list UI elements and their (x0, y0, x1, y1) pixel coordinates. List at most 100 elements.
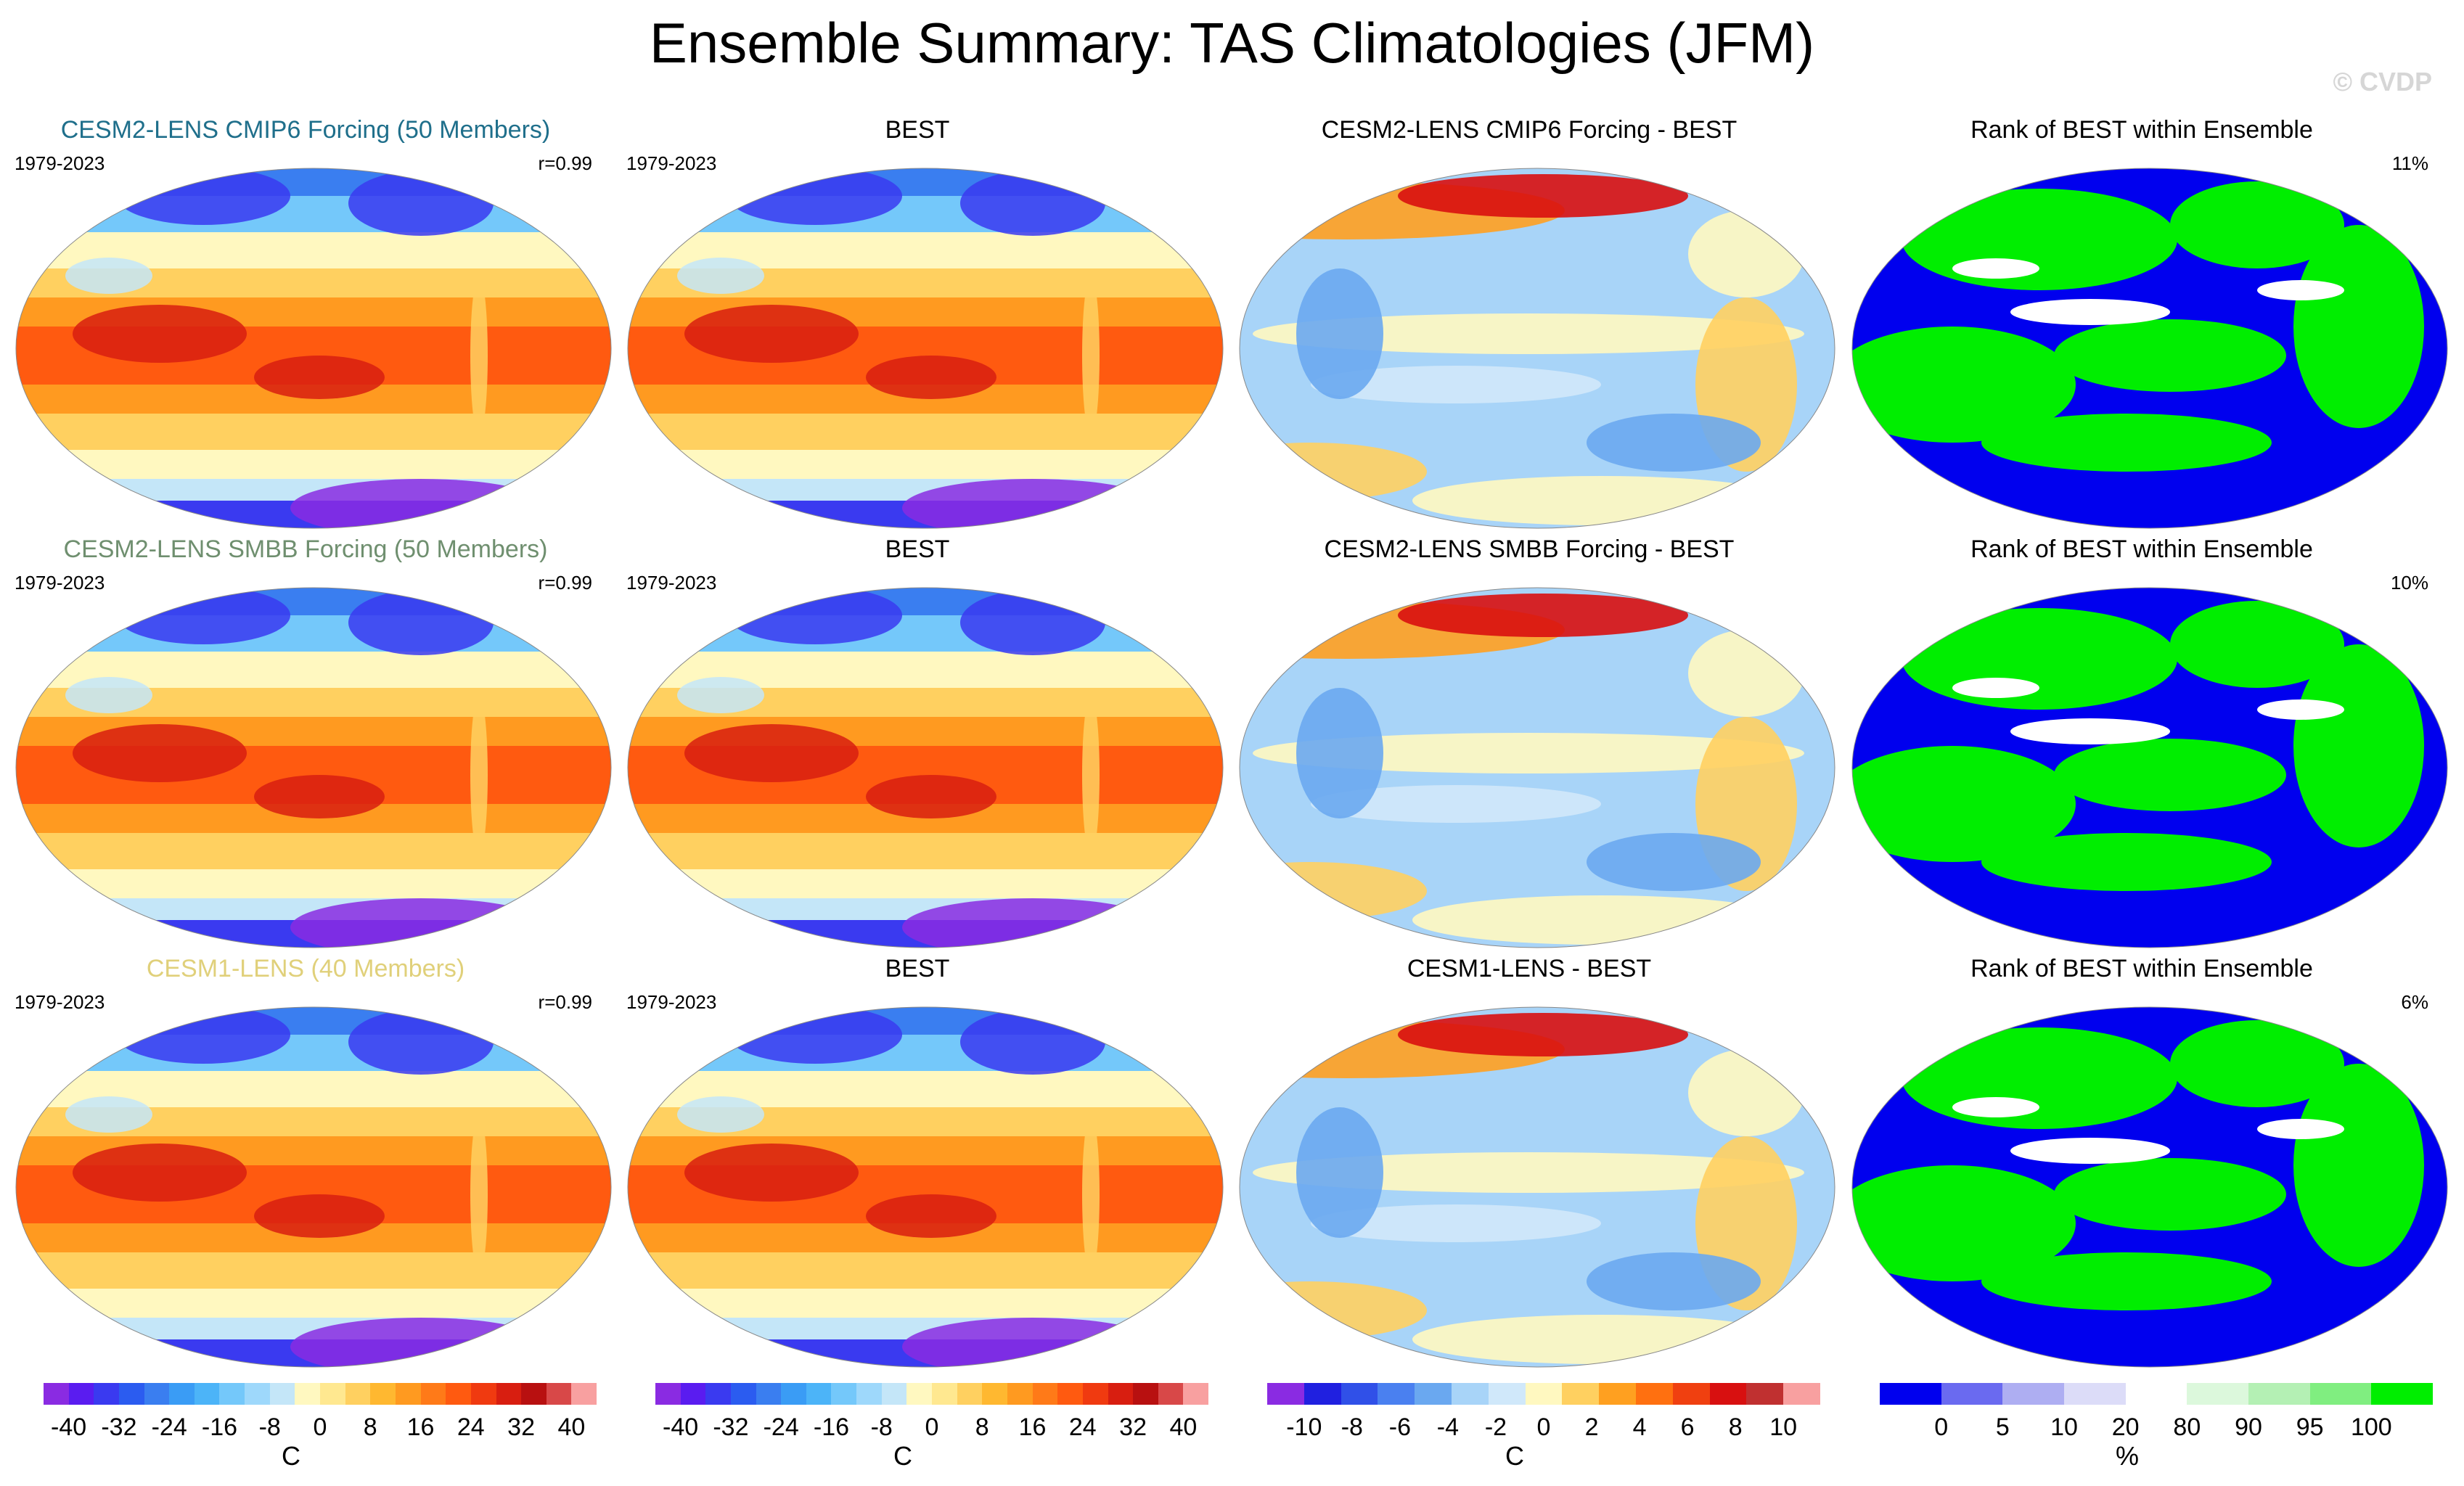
colorbar-tick-label: -24 (763, 1413, 799, 1441)
map-feature (1398, 174, 1688, 218)
colorbar-swatch (194, 1383, 220, 1405)
colorbar-swatch (245, 1383, 270, 1405)
map-feature (866, 1194, 996, 1238)
colorbar-swatch (446, 1383, 471, 1405)
map-feature (1253, 1152, 1804, 1193)
map-band (16, 1035, 611, 1071)
colorbar-tick-label: -2 (1484, 1413, 1507, 1441)
colorbar-swatch (44, 1383, 69, 1405)
colorbar-tick-label: 90 (2235, 1413, 2262, 1441)
colorbar-strip (44, 1383, 597, 1405)
map-feature (1902, 1027, 2177, 1129)
map-feature (2170, 601, 2344, 688)
panel-r2-rank: Rank of BEST within Ensemble 10% (1836, 535, 2448, 948)
colorbar-strip (655, 1383, 1209, 1405)
colorbar-swatch (1746, 1383, 1784, 1405)
colorbar-swatch (1488, 1383, 1526, 1405)
colorbar-swatch (2064, 1383, 2126, 1405)
panel-title: BEST (885, 955, 950, 982)
map-feature (1852, 327, 2076, 443)
colorbar-swatch (982, 1383, 1007, 1405)
map-feature (2170, 181, 2344, 268)
map-feature (2010, 718, 2170, 744)
map-band (628, 196, 1223, 232)
map-feature (1852, 746, 2076, 862)
colorbar-swatch (856, 1383, 882, 1405)
map-feature (728, 588, 902, 644)
colorbar-swatch (906, 1383, 933, 1405)
colorbar-swatch (1672, 1383, 1710, 1405)
map-feature (254, 775, 385, 818)
map-band (628, 1007, 1223, 1035)
panel-title: CESM1-LENS (40 Members) (146, 955, 465, 982)
map-band (628, 168, 1223, 196)
map-field (16, 1007, 611, 1367)
map-feature (2257, 280, 2344, 300)
map-band (16, 450, 611, 479)
colorbar-tick-label: 4 (1632, 1413, 1647, 1441)
panel-r1-obs: BEST 1979-2023 (612, 116, 1224, 529)
map-outline (1239, 1006, 1835, 1368)
panel-r3-rank: Rank of BEST within Ensemble 6% (1836, 955, 2448, 1368)
panel-r2-model: CESM2-LENS SMBB Forcing (50 Members) 197… (0, 535, 612, 948)
colorbar-tick-label: -4 (1436, 1413, 1460, 1441)
colorbar-tick-label: 0 (313, 1413, 327, 1441)
map-band (628, 833, 1223, 869)
colorbar-swatch (1880, 1383, 1941, 1405)
map-feature (1902, 608, 2177, 710)
panel-period: 1979-2023 (626, 152, 717, 174)
map-field (628, 168, 1223, 528)
map-band (16, 833, 611, 869)
colorbar-swatch (1525, 1383, 1563, 1405)
map-feature (116, 168, 290, 225)
map-feature (728, 1007, 902, 1064)
map-band (628, 1252, 1223, 1289)
map-outline (1851, 168, 2448, 529)
map-r1-diff (1239, 168, 1835, 529)
map-band (16, 1007, 611, 1035)
colorbar-swatch (1133, 1383, 1158, 1405)
colorbar-tick-label: 16 (406, 1413, 435, 1441)
map-band (628, 414, 1223, 450)
map-feature (2010, 299, 2170, 325)
map-r1-rank (1851, 168, 2448, 529)
colorbar-swatch (1057, 1383, 1083, 1405)
map-field (1240, 588, 1835, 948)
colorbar-swatch (521, 1383, 547, 1405)
map-feature (1981, 833, 2272, 891)
colorbar-swatch (496, 1383, 522, 1405)
colorbar-swatch (2309, 1383, 2372, 1405)
colorbar-swatch (1635, 1383, 1673, 1405)
colorbar-swatch (219, 1383, 245, 1405)
map-feature (2170, 1020, 2344, 1107)
panel-title: Rank of BEST within Ensemble (1970, 116, 2313, 144)
colorbar-swatch (1032, 1383, 1058, 1405)
map-feature (1082, 1114, 1100, 1274)
colorbar-swatch (1415, 1383, 1452, 1405)
map-feature (65, 258, 152, 294)
colorbar-swatch (1562, 1383, 1600, 1405)
map-feature (470, 695, 488, 855)
colorbar-tick-label: -8 (870, 1413, 893, 1441)
map-band (628, 588, 1223, 615)
colorbar-tick-label: 0 (1934, 1413, 1949, 1441)
panel-r3-obs: BEST 1979-2023 (612, 955, 1224, 1368)
map-feature (65, 677, 152, 713)
panel-r1-diff: CESM2-LENS CMIP6 Forcing - BEST (1224, 116, 1835, 529)
panel-title: Rank of BEST within Ensemble (1970, 535, 2313, 563)
map-field (1852, 588, 2447, 948)
colorbar-difference: -10 -8 -6 -4 -2 0 2 4 6 8 10 C (1238, 1383, 1849, 1471)
panel-period: 1979-2023 (15, 152, 105, 174)
map-feature (1952, 678, 2039, 698)
map-field (628, 588, 1223, 948)
colorbar-swatch (680, 1383, 706, 1405)
map-feature (73, 1144, 247, 1202)
colorbar-swatch (655, 1383, 681, 1405)
map-feature (2293, 644, 2424, 847)
map-feature (2054, 1158, 2286, 1231)
map-feature (2293, 1064, 2424, 1267)
map-band (628, 450, 1223, 479)
colorbar-tick-label: 80 (2173, 1413, 2201, 1441)
colorbar-strip (1880, 1383, 2434, 1405)
map-band (16, 196, 611, 232)
